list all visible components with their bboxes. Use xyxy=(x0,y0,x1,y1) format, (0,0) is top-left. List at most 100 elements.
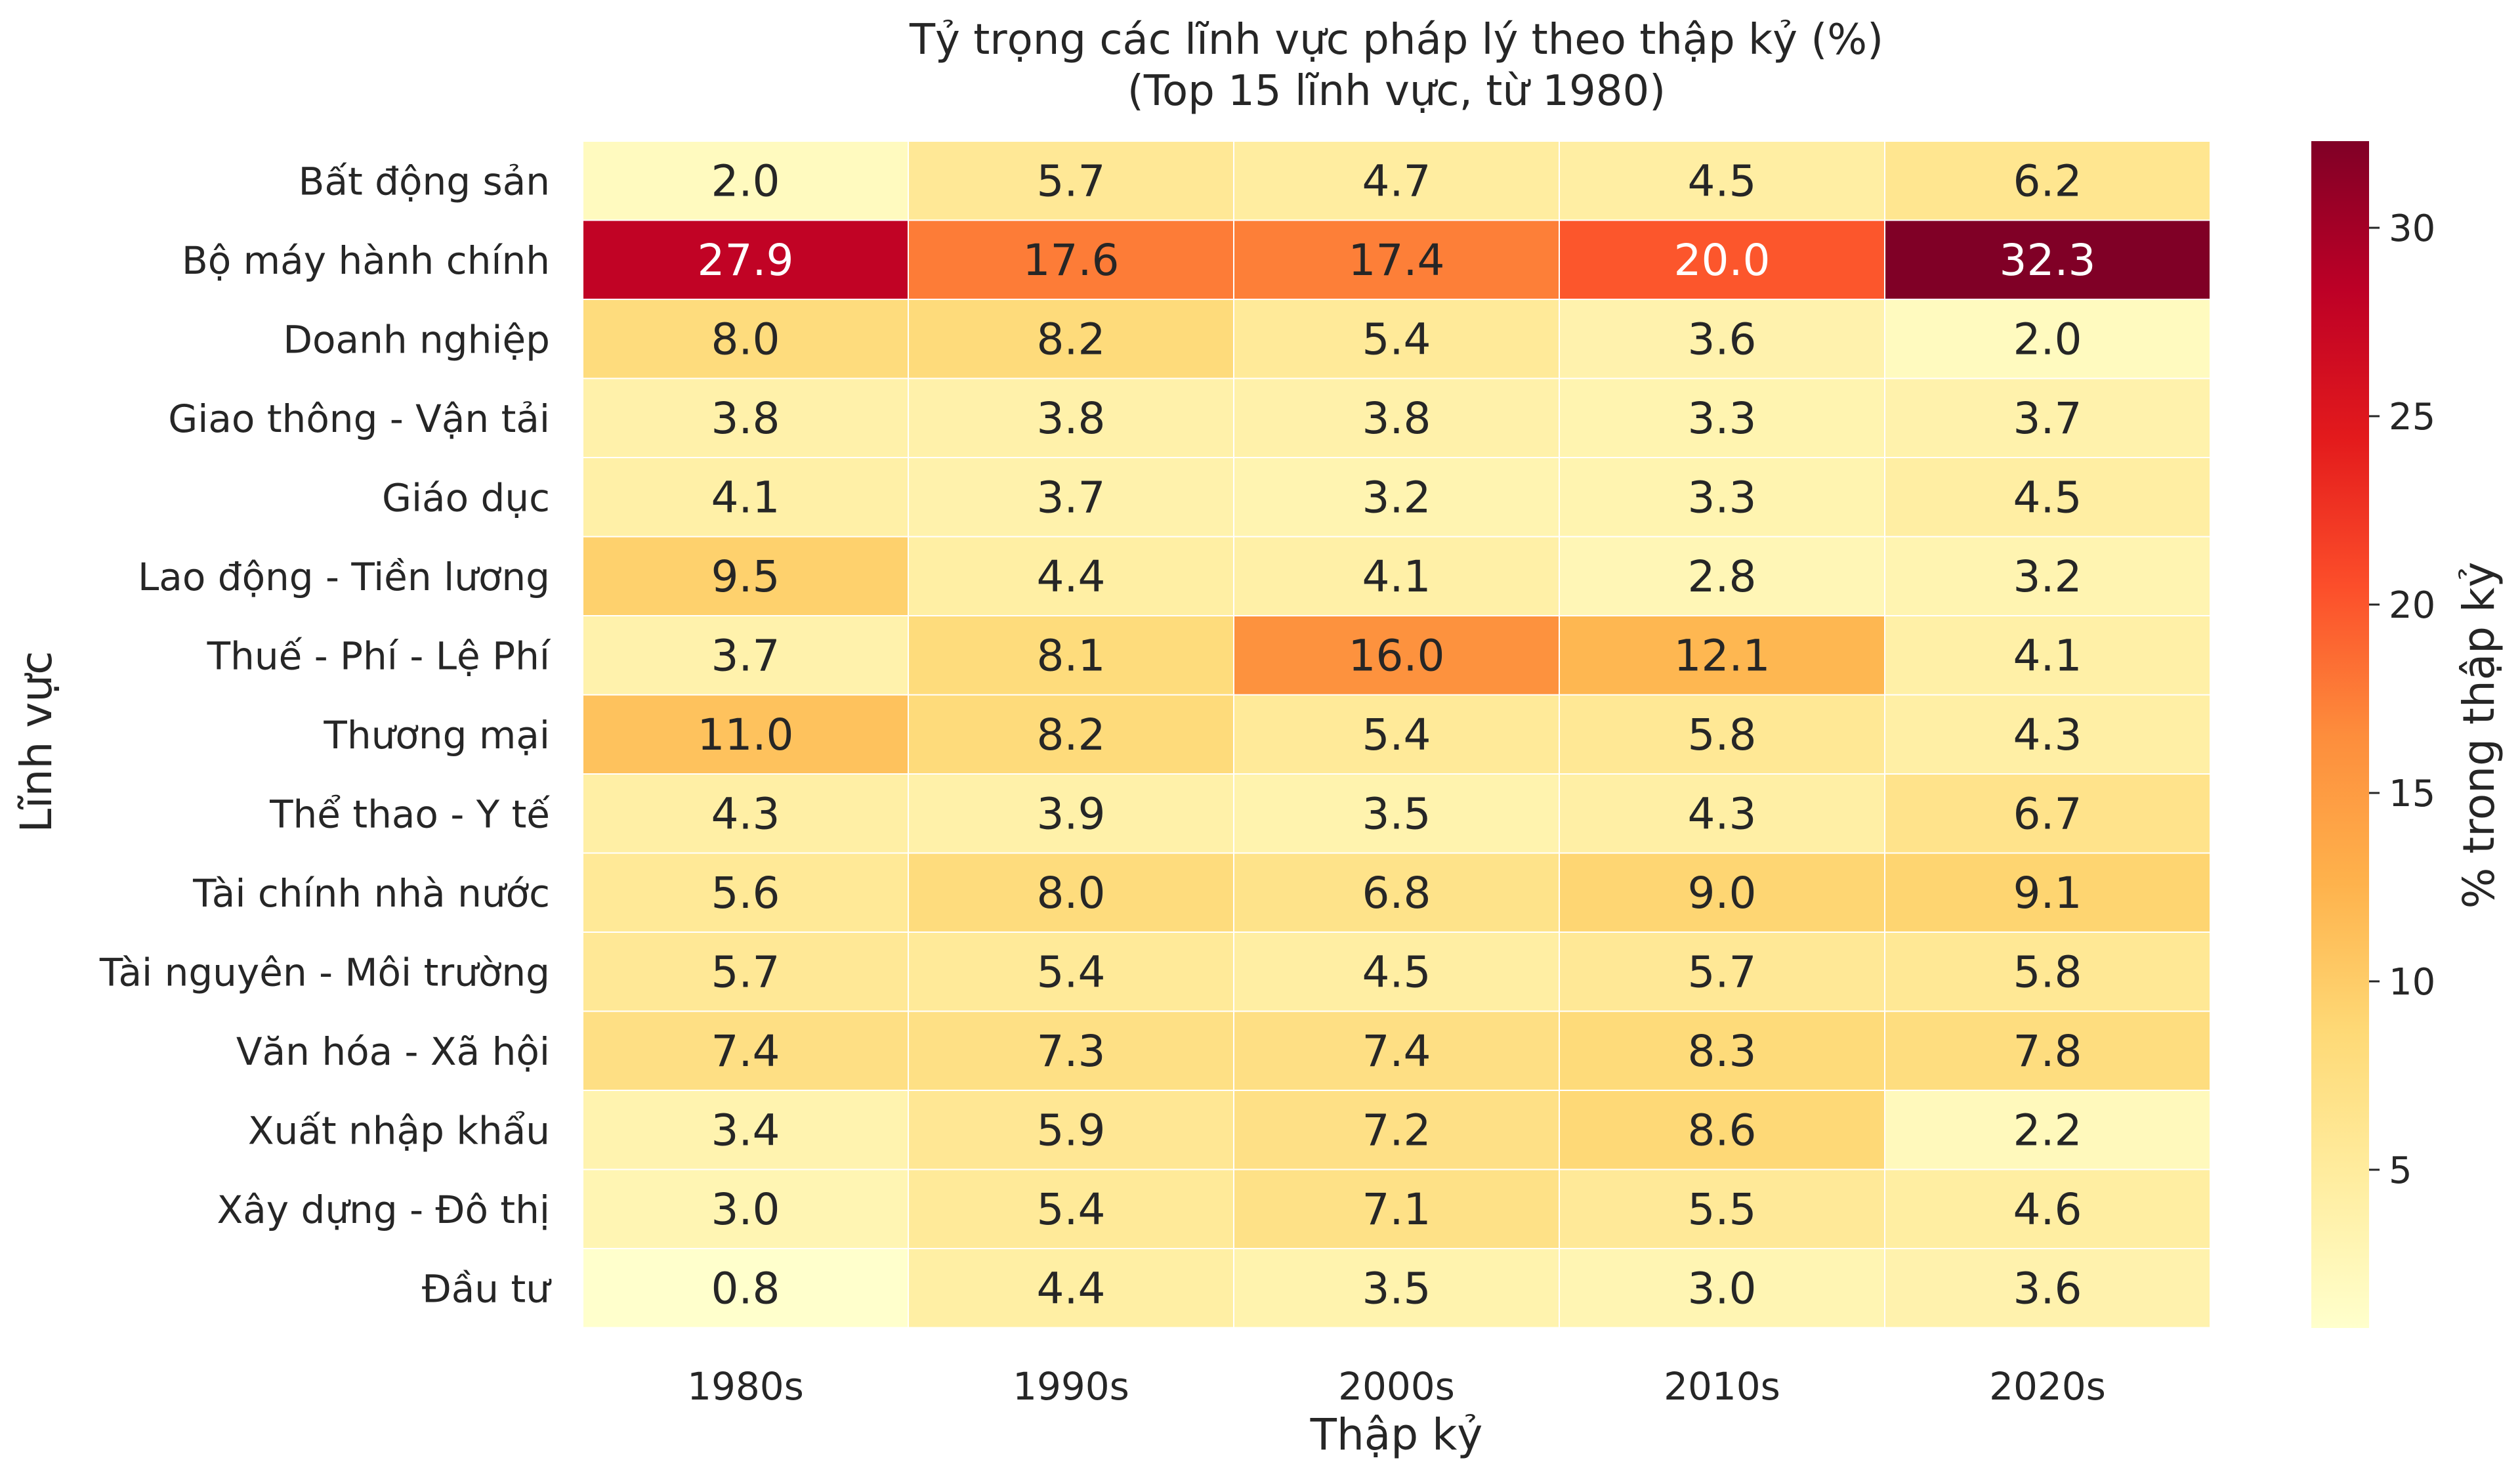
cell-value-label: 3.4 xyxy=(711,1105,780,1155)
cell-value-label: 17.4 xyxy=(1349,235,1445,286)
cell-value-label: 8.6 xyxy=(1688,1105,1757,1155)
y-tick-label: Tài nguyên - Môi trường xyxy=(99,950,550,995)
cell-value-label: 3.0 xyxy=(1688,1263,1757,1314)
cell-value-label: 4.4 xyxy=(1037,1263,1106,1314)
y-tick-label: Đầu tư xyxy=(422,1266,552,1311)
colorbar-tick-label: 10 xyxy=(2389,961,2435,1004)
colorbar-tick-label: 15 xyxy=(2389,773,2435,815)
cell-value-label: 9.5 xyxy=(711,551,780,602)
cell-value-label: 7.1 xyxy=(1362,1184,1431,1235)
colorbar: 5 10 15 20 25 30 % trong thập kỷ xyxy=(2311,141,2504,1328)
cell-value-label: 8.0 xyxy=(711,314,780,364)
cell-value-label: 5.8 xyxy=(2013,947,2082,997)
y-tick-label: Xuất nhập khẩu xyxy=(248,1108,550,1153)
cell-value-label: 32.3 xyxy=(2000,235,2096,286)
x-tick-label: 1990s xyxy=(1013,1364,1129,1409)
colorbar-tick-label: 25 xyxy=(2389,396,2435,439)
cell-value-label: 2.2 xyxy=(2013,1105,2082,1155)
y-tick-label: Giáo dục xyxy=(382,475,550,520)
x-tick-label: 1980s xyxy=(687,1364,804,1409)
y-tick-label: Xây dựng - Đô thị xyxy=(217,1188,550,1232)
y-tick-label: Giao thông - Vận tải xyxy=(168,396,550,441)
cell-value-label: 27.9 xyxy=(698,235,794,286)
colorbar-tick-label: 20 xyxy=(2389,584,2435,627)
cell-value-label: 3.7 xyxy=(2013,393,2082,444)
colorbar-ticks: 5 10 15 20 25 30 xyxy=(2369,207,2435,1192)
cell-value-label: 17.6 xyxy=(1023,235,1120,286)
cell-value-label: 8.2 xyxy=(1037,710,1106,760)
cell-value-label: 3.3 xyxy=(1688,472,1757,523)
x-tick-labels: 1980s 1990s 2000s 2010s 2020s xyxy=(687,1364,2106,1409)
cell-value-label: 5.8 xyxy=(1688,710,1757,760)
cell-value-label: 4.3 xyxy=(711,788,780,839)
cell-value-label: 4.1 xyxy=(711,472,780,523)
y-tick-labels: Bất động sản Bộ máy hành chính Doanh nghiệ… xyxy=(99,159,552,1311)
heatmap-chart: Tỷ trọng các lĩnh vực pháp lý theo thập … xyxy=(0,0,2520,1477)
cell-value-label: 4.7 xyxy=(1362,156,1431,206)
cell-value-label: 11.0 xyxy=(698,710,794,760)
colorbar-gradient xyxy=(2311,141,2369,1328)
cell-value-label: 3.6 xyxy=(2013,1263,2082,1314)
cell-value-label: 4.1 xyxy=(2013,630,2082,681)
y-tick-label: Văn hóa - Xã hội xyxy=(236,1029,550,1074)
cell-value-label: 3.7 xyxy=(711,630,780,681)
cell-value-label: 3.9 xyxy=(1037,788,1106,839)
cell-value-label: 6.7 xyxy=(2013,788,2082,839)
cell-value-label: 3.8 xyxy=(1362,393,1431,444)
y-tick-label: Bất động sản xyxy=(299,159,550,203)
x-tick-label: 2020s xyxy=(1989,1364,2106,1409)
cell-value-label: 3.7 xyxy=(1037,472,1106,523)
colorbar-tick-label: 30 xyxy=(2389,207,2435,250)
x-tick-label: 2010s xyxy=(1664,1364,1780,1409)
cell-value-label: 3.3 xyxy=(1688,393,1757,444)
cell-value-label: 4.5 xyxy=(1362,947,1431,997)
cell-value-label: 7.3 xyxy=(1037,1026,1106,1077)
y-axis-label: Lĩnh vực xyxy=(11,651,62,833)
cell-value-label: 7.4 xyxy=(711,1026,780,1077)
cell-value-label: 7.2 xyxy=(1362,1105,1431,1155)
cell-value-label: 3.5 xyxy=(1362,1263,1431,1314)
cell-value-label: 5.7 xyxy=(711,947,780,997)
cell-value-label: 7.4 xyxy=(1362,1026,1431,1077)
y-tick-label: Lao động - Tiền lương xyxy=(138,555,550,599)
cell-value-label: 5.7 xyxy=(1037,156,1106,206)
cell-value-label: 3.0 xyxy=(711,1184,780,1235)
chart-subtitle: (Top 15 lĩnh vực, từ 1980) xyxy=(1127,67,1666,116)
cell-value-label: 8.2 xyxy=(1037,314,1106,364)
colorbar-tick-label: 5 xyxy=(2389,1149,2412,1192)
cell-value-label: 4.5 xyxy=(2013,472,2082,523)
cell-value-label: 7.8 xyxy=(2013,1026,2082,1077)
cell-value-label: 3.6 xyxy=(1688,314,1757,364)
y-tick-label: Bộ máy hành chính xyxy=(182,238,550,283)
y-tick-label: Doanh nghiệp xyxy=(283,317,550,362)
cell-value-label: 2.8 xyxy=(1688,551,1757,602)
cell-value-label: 2.0 xyxy=(2013,314,2082,364)
y-tick-label: Tài chính nhà nước xyxy=(192,871,550,916)
cell-value-label: 3.8 xyxy=(1037,393,1106,444)
cell-value-label: 5.4 xyxy=(1037,947,1106,997)
cell-value-label: 3.2 xyxy=(2013,551,2082,602)
cell-value-label: 16.0 xyxy=(1349,630,1445,681)
cell-value-label: 6.2 xyxy=(2013,156,2082,206)
cell-value-label: 5.6 xyxy=(711,868,780,918)
cell-value-label: 9.0 xyxy=(1688,868,1757,918)
cell-value-label: 5.9 xyxy=(1037,1105,1106,1155)
chart-title: Tỷ trọng các lĩnh vực pháp lý theo thập … xyxy=(909,16,1883,64)
cell-value-label: 4.6 xyxy=(2013,1184,2082,1235)
cell-value-label: 4.1 xyxy=(1362,551,1431,602)
x-axis-label: Thập kỷ xyxy=(1310,1409,1483,1460)
cell-value-label: 4.4 xyxy=(1037,551,1106,602)
cell-value-label: 3.8 xyxy=(711,393,780,444)
cell-value-label: 4.5 xyxy=(1688,156,1757,206)
cell-value-label: 5.4 xyxy=(1037,1184,1106,1235)
cell-value-label: 12.1 xyxy=(1674,630,1771,681)
cell-value-label: 5.7 xyxy=(1688,947,1757,997)
cell-value-label: 4.3 xyxy=(2013,710,2082,760)
cell-value-label: 8.1 xyxy=(1037,630,1106,681)
cell-value-label: 6.8 xyxy=(1362,868,1431,918)
cell-value-label: 5.4 xyxy=(1362,314,1431,364)
colorbar-label: % trong thập kỷ xyxy=(2454,562,2504,909)
cell-value-label: 8.3 xyxy=(1688,1026,1757,1077)
cell-value-label: 4.3 xyxy=(1688,788,1757,839)
y-tick-label: Thương mại xyxy=(323,713,550,758)
